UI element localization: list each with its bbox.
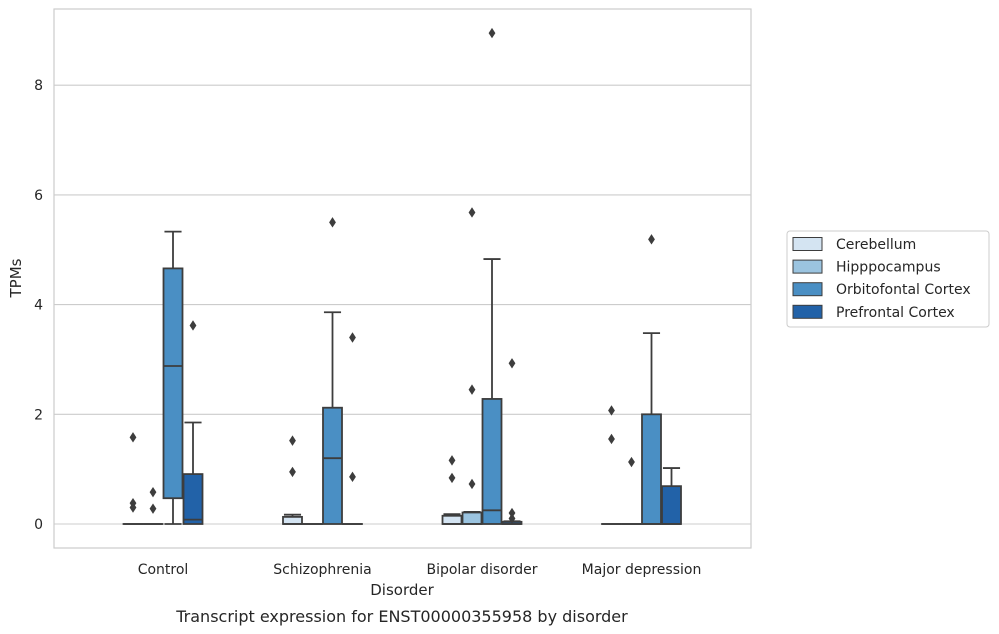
outlier-point	[149, 486, 157, 498]
box-plot	[661, 467, 682, 525]
legend-swatch	[792, 304, 823, 319]
box-plot	[182, 320, 204, 525]
box	[282, 515, 303, 525]
outlier-point	[468, 384, 476, 395]
box	[441, 514, 463, 525]
outlier-point	[508, 507, 516, 519]
outlier-point	[608, 405, 615, 416]
outlier-point	[608, 433, 615, 445]
outlier-point	[488, 27, 496, 39]
box-plot	[641, 234, 662, 525]
outlier-point	[289, 466, 296, 478]
outlier-point	[468, 207, 476, 218]
outlier-point	[349, 471, 356, 483]
legend: Cerebellum Hipppocampus Orbitofontal Corte…	[786, 230, 990, 328]
legend-label: Prefrontal Cortex	[836, 305, 955, 321]
box	[322, 406, 343, 525]
box	[481, 398, 503, 525]
plot-area-frame	[53, 8, 752, 549]
y-axis-label: TPMs	[7, 258, 25, 298]
y-tick-label: 6	[34, 188, 43, 204]
y-tick-labels: 0 2 4 6 8	[34, 78, 43, 533]
outlier-point	[189, 320, 197, 331]
box-plot	[501, 358, 523, 525]
box-plot	[461, 207, 483, 525]
y-tick-label: 4	[34, 298, 43, 314]
box-plot	[621, 456, 642, 525]
y-tick-label: 2	[34, 407, 43, 423]
legend-label: Orbitofontal Cortex	[836, 282, 971, 298]
legend-swatch	[792, 282, 823, 297]
box-plot	[601, 405, 622, 525]
legend-swatch	[792, 259, 823, 274]
box-plot	[282, 435, 303, 525]
outlier-point	[289, 435, 296, 446]
x-tick-label: Schizophrenia	[273, 562, 371, 578]
box-plot	[342, 332, 363, 525]
chart-caption: Transcript expression for ENST0000035595…	[175, 607, 628, 626]
box	[182, 473, 204, 525]
box-plot	[162, 230, 184, 525]
y-tick-label: 0	[34, 517, 43, 533]
y-tick-label: 8	[34, 78, 43, 94]
outlier-point	[468, 478, 476, 490]
box-plot	[142, 486, 164, 525]
legend-swatch	[792, 237, 823, 251]
box-plot	[122, 432, 144, 525]
outlier-point	[508, 358, 516, 369]
outlier-point	[508, 513, 516, 524]
box-plots	[122, 27, 682, 525]
legend-frame	[786, 230, 990, 328]
outlier-point	[349, 332, 356, 343]
outlier-point	[448, 472, 456, 484]
box-plot	[322, 217, 343, 525]
outlier-point	[129, 502, 137, 513]
outlier-point	[149, 503, 157, 514]
x-axis-label: Disorder	[370, 581, 434, 599]
legend-label: Cerebellum	[836, 237, 916, 253]
box	[461, 511, 483, 525]
outlier-point	[329, 217, 336, 228]
x-tick-label: Control	[138, 562, 189, 578]
legend-label: Hipppocampus	[836, 260, 941, 276]
box-plot	[481, 27, 503, 525]
x-tick-label: Bipolar disorder	[426, 562, 537, 578]
outlier-point	[448, 455, 456, 466]
x-tick-label: Major depression	[582, 562, 702, 578]
outlier-point	[129, 432, 137, 443]
box	[162, 267, 184, 500]
x-tick-labels: Control Schizophrenia Bipolar disorder Majo…	[138, 562, 702, 578]
box	[661, 485, 682, 525]
outlier-point	[648, 234, 655, 245]
box-plot	[441, 455, 463, 525]
outlier-point	[628, 456, 635, 468]
box	[641, 413, 662, 525]
